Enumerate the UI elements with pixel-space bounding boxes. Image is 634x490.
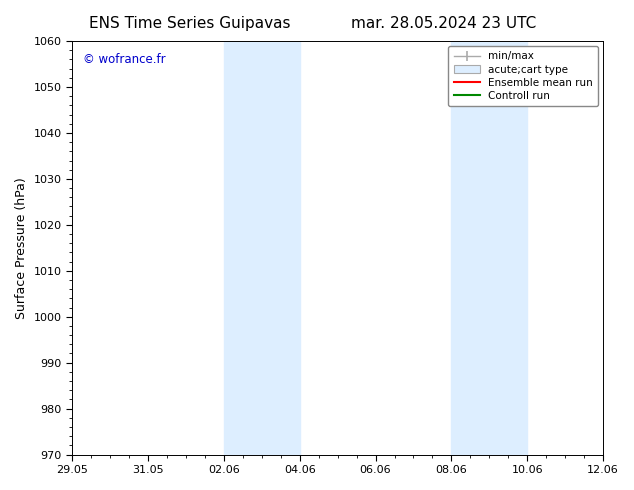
Text: © wofrance.fr: © wofrance.fr — [82, 53, 165, 67]
Text: ENS Time Series Guipavas: ENS Time Series Guipavas — [89, 16, 291, 31]
Legend: min/max, acute;cart type, Ensemble mean run, Controll run: min/max, acute;cart type, Ensemble mean … — [448, 46, 598, 106]
Y-axis label: Surface Pressure (hPa): Surface Pressure (hPa) — [15, 177, 28, 318]
Text: mar. 28.05.2024 23 UTC: mar. 28.05.2024 23 UTC — [351, 16, 536, 31]
Bar — [224, 41, 300, 455]
Bar — [451, 41, 527, 455]
